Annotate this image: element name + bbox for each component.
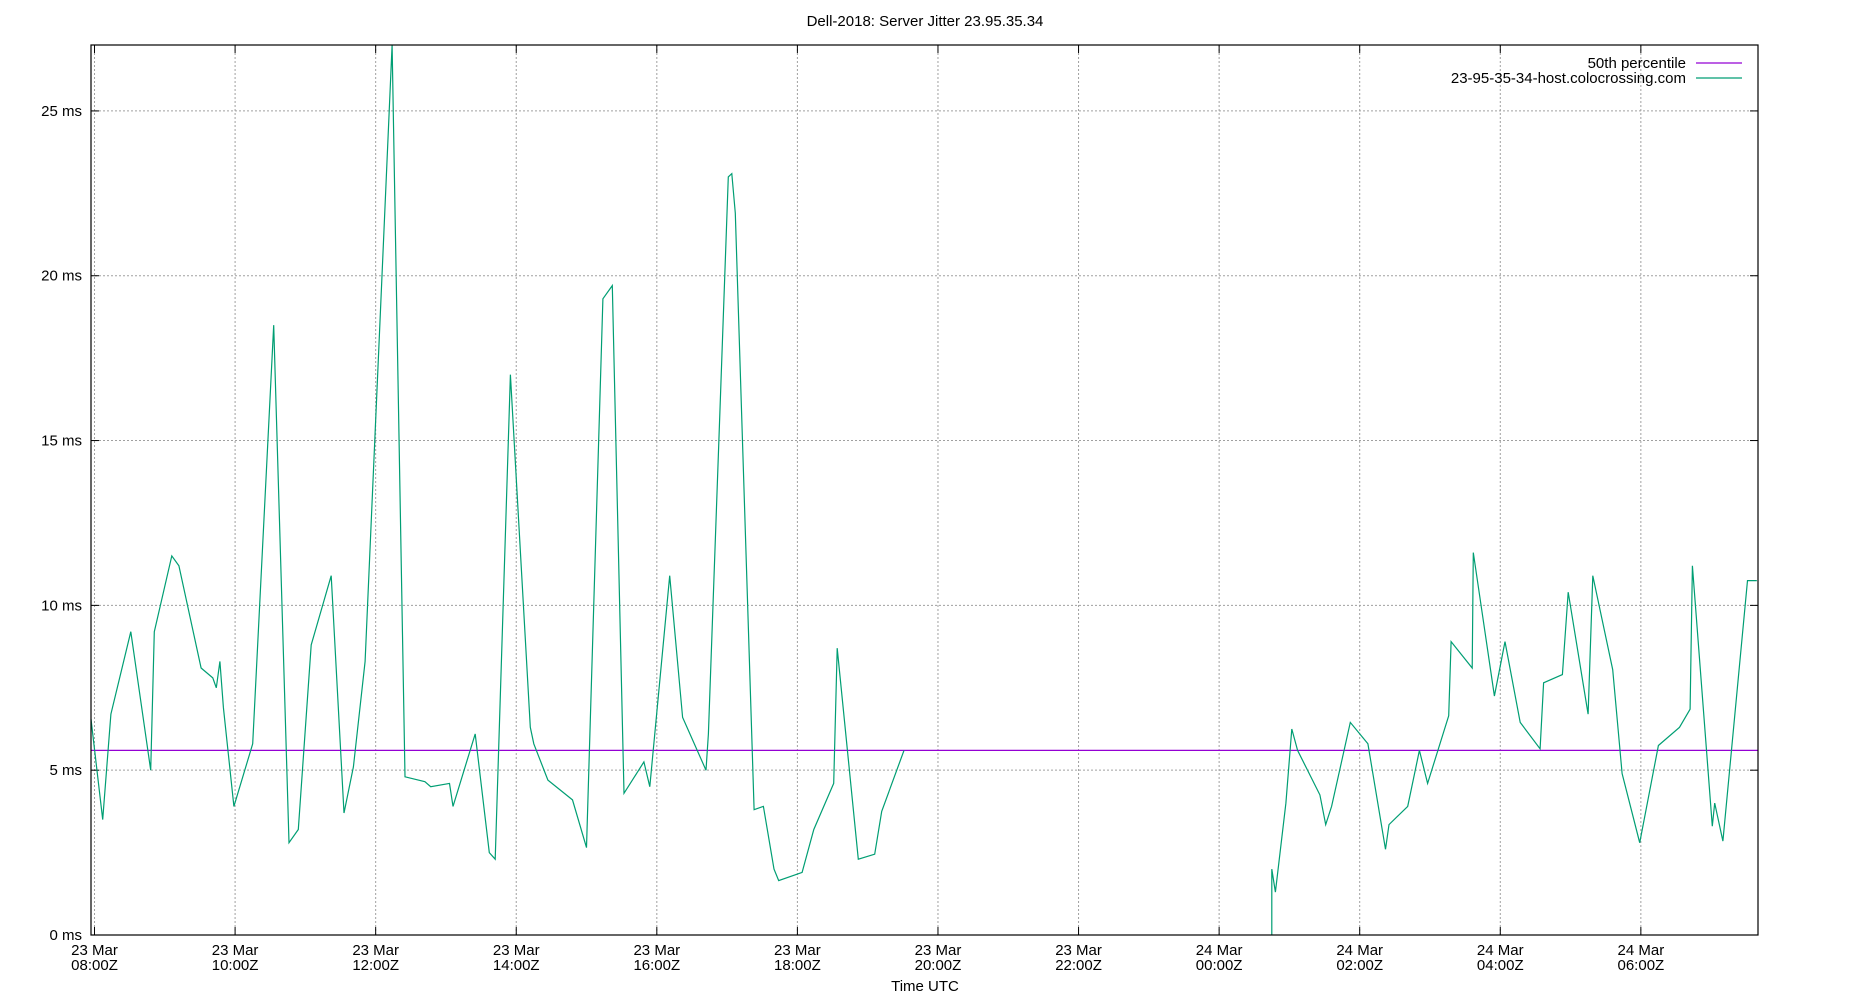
x-tick-label-time: 10:00Z <box>212 957 259 974</box>
x-axis-label: Time UTC <box>891 978 959 995</box>
x-tick-label-time: 06:00Z <box>1618 957 1665 974</box>
y-tick-label: 5 ms <box>49 762 82 779</box>
host-jitter-line <box>91 45 1757 935</box>
x-tick-label-time: 02:00Z <box>1336 957 1383 974</box>
x-tick-label-time: 12:00Z <box>352 957 399 974</box>
plot-border <box>91 45 1758 935</box>
x-tick-label-time: 18:00Z <box>774 957 821 974</box>
x-tick-label-time: 04:00Z <box>1477 957 1524 974</box>
x-tick-label-time: 22:00Z <box>1055 957 1102 974</box>
x-tick-label-time: 16:00Z <box>633 957 680 974</box>
grid <box>91 45 1758 935</box>
chart-title: Dell-2018: Server Jitter 23.95.35.34 <box>807 13 1044 30</box>
y-tick-label: 25 ms <box>41 103 82 120</box>
x-tick-label-time: 08:00Z <box>71 957 118 974</box>
x-tick-label-time: 00:00Z <box>1196 957 1243 974</box>
x-tick-label-time: 14:00Z <box>493 957 540 974</box>
legend-label-host: 23-95-35-34-host.colocrossing.com <box>1451 70 1686 87</box>
x-tick-label-time: 20:00Z <box>915 957 962 974</box>
series <box>91 45 1758 935</box>
y-tick-label: 10 ms <box>41 597 82 614</box>
y-tick-label: 20 ms <box>41 268 82 285</box>
y-tick-label: 15 ms <box>41 433 82 450</box>
legend: 50th percentile 23-95-35-34-host.colocro… <box>1451 55 1742 87</box>
